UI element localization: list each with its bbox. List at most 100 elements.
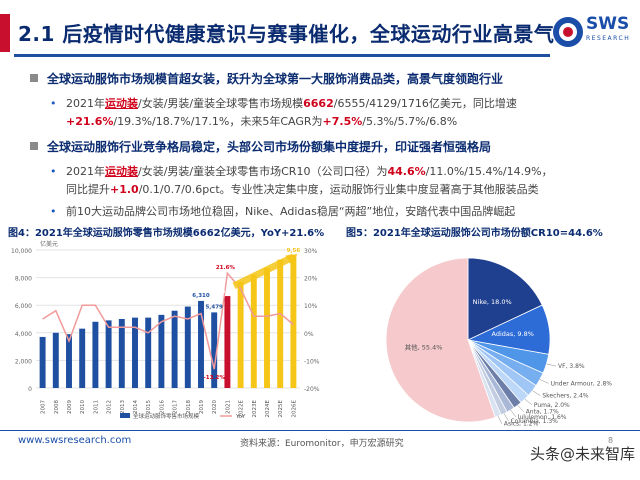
footer-url[interactable]: www.swsresearch.com — [18, 435, 132, 446]
pie-label: Anta, 1.7% — [526, 409, 559, 416]
bar-2024E — [264, 267, 270, 388]
text: 同比提升 — [66, 183, 110, 196]
bullet-heading-text: 全球运动服饰行业竞争格局稳定，头部公司市场份额集中度提升，印证强者恒强格局 — [47, 140, 492, 154]
bullet-1-line-2: +21.6%/19.3%/18.7%/17.1%，未来5年CAGR为+7.5%/… — [66, 114, 457, 130]
highlight-number: +7.5% — [322, 115, 363, 128]
yoy-line — [42, 271, 294, 370]
x-tick-label: 2026E — [291, 399, 297, 417]
bar-2025E — [277, 259, 284, 388]
bullet-2-line-2: 同比提升+1.0/0.1/0.7/0.6pct。专业性决定集中度，运动服饰行业集… — [66, 182, 539, 198]
x-tick-label: 2021 — [225, 400, 231, 414]
logo-text: SWS — [586, 14, 630, 34]
data-label: 9,56 — [287, 248, 301, 254]
text: /5.3%/5.7%/6.8% — [362, 115, 458, 128]
x-tick-label: 2014 — [133, 400, 139, 414]
sws-logo — [553, 17, 583, 47]
highlight-number: +1.0 — [110, 183, 139, 196]
highlight-text: 运动装 — [105, 165, 138, 178]
bullet-1-line-1: • 2021年运动装/女装/男装/童装全球零售市场规模6662/6555/412… — [50, 96, 517, 112]
text: 前10大运动品牌公司市场地位稳固，Nike、Adidas稳居“两超”地位，安踏代… — [66, 205, 516, 218]
y-tick-label: 4,000 — [15, 331, 32, 338]
x-tick-label: 2022E — [239, 399, 245, 417]
text: /6555/4129/1716亿美元，同比增速 — [333, 97, 517, 110]
x-tick-label: 2020 — [212, 400, 218, 414]
pie-leader-line — [532, 390, 541, 396]
bar-2012 — [105, 320, 112, 388]
pie-label: VF, 3.8% — [558, 363, 585, 370]
pie-leader-line — [503, 413, 509, 421]
watermark: 头条@未来智库 — [530, 445, 636, 463]
highlight-number: 44.6% — [387, 165, 426, 178]
highlight-number: +21.6% — [66, 115, 114, 128]
market-share-pie: Nike, 18.0% Adidas, 9.8% VF, 3.8% Under Arm… — [385, 257, 612, 428]
x-tick-label: 2007 — [41, 400, 47, 414]
x-tick-label: 2009 — [67, 400, 73, 414]
title-accent — [0, 14, 10, 52]
bullet-square — [30, 142, 38, 150]
x-tick-label: 2018 — [186, 400, 192, 414]
x-tick-label: 2019 — [199, 400, 205, 414]
bar-2017 — [171, 310, 178, 388]
pie-leader-line — [497, 416, 503, 424]
data-label: -13.2% — [204, 375, 226, 381]
growth-arrowhead — [285, 254, 298, 266]
pie-label: Asics, 1.2% — [504, 421, 539, 428]
legend-swatch-bar — [120, 413, 130, 418]
data-label: 6662 — [218, 289, 233, 295]
x-tick-label: 2015 — [146, 400, 152, 414]
bar-2022E — [237, 281, 244, 388]
pie-leader-line — [517, 405, 524, 412]
x-tick-label: 2008 — [54, 400, 60, 414]
growth-arrow — [232, 253, 295, 290]
title-divider — [14, 54, 550, 57]
y-tick-label: 6,000 — [15, 303, 32, 310]
text: 2021年 — [66, 97, 105, 110]
bar-2010 — [79, 328, 86, 388]
bullet-2-line-3: • 前10大运动品牌公司市场地位稳固，Nike、Adidas稳居“两超”地位，安… — [50, 204, 516, 220]
bar-2018 — [184, 306, 191, 388]
footer-divider — [0, 430, 640, 431]
text: /0.1/0.7/0.6pct。专业性决定集中度，运动服饰行业集中度显著高于其他… — [138, 183, 539, 196]
x-tick-label: 2016 — [159, 400, 165, 414]
highlight-number: 6662 — [303, 97, 334, 110]
bullet-2-line-1: • 2021年运动装/女装/男装/童装全球零售市场CR10（公司口径）为44.6… — [50, 164, 553, 180]
x-tick-label: 2011 — [93, 400, 99, 414]
x-tick-label: 2024E — [265, 399, 271, 417]
x-tick-label: 2013 — [120, 400, 126, 414]
pie-label: Skechers, 2.4% — [542, 393, 589, 400]
text: /11.0%/15.4%/14.9%， — [425, 165, 553, 178]
figure-5-title: 图5：2021年全球运动服饰公司市场份额CR10=44.6% — [346, 228, 603, 239]
x-tick-label: 2025E — [278, 399, 284, 417]
bar-2021 — [224, 296, 231, 388]
bullet-heading-2: 全球运动服饰行业竞争格局稳定，头部公司市场份额集中度提升，印证强者恒强格局 — [30, 138, 491, 155]
bar-2019 — [198, 300, 204, 388]
data-label: 21.6% — [216, 265, 236, 271]
x-tick-label: 2023E — [252, 399, 258, 417]
y-tick-label: 8,000 — [15, 276, 32, 283]
bar-2015 — [145, 317, 152, 388]
y-tick-label: 10,000 — [11, 248, 32, 255]
y2-tick-label: 30% — [304, 248, 318, 255]
pie-label: lululemon, 1.6% — [518, 414, 567, 421]
dot-icon: • — [50, 97, 57, 110]
bar-2011 — [92, 321, 99, 388]
bar-2016 — [158, 314, 165, 388]
pie-label: 其他, 55.4% — [405, 343, 443, 352]
page-title: 2.1 后疫情时代健康意识与赛事催化，全球运动行业高景气 — [18, 22, 555, 46]
y2-tick-label: 20% — [304, 276, 318, 283]
text: 2021年 — [66, 165, 105, 178]
legend-label-line: YoY — [235, 414, 246, 420]
bar-2009 — [66, 334, 72, 388]
x-tick-label: 2017 — [173, 400, 179, 414]
pie-leader-line — [510, 409, 517, 418]
bar-2007 — [39, 336, 46, 388]
y2-tick-label: -20% — [304, 386, 320, 393]
pie-label: Nike, 18.0% — [473, 298, 512, 306]
data-label: 5,479 — [205, 304, 223, 310]
bar-2008 — [52, 332, 59, 388]
pie-leader-line — [539, 379, 549, 384]
text: /女装/男装/童装全球零售市场规模 — [138, 97, 304, 110]
bar-2013 — [118, 319, 125, 388]
y2-tick-label: -10% — [304, 358, 320, 365]
pie-slice-0 — [467, 257, 543, 341]
